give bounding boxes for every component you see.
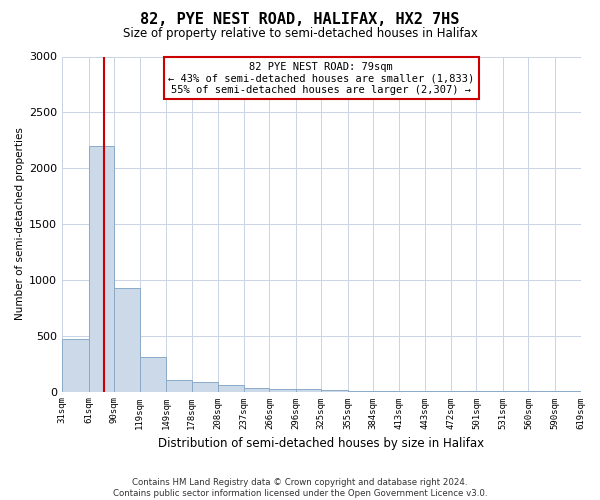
Bar xyxy=(166,380,192,392)
Bar xyxy=(244,388,269,392)
Bar xyxy=(373,391,399,392)
Text: Contains HM Land Registry data © Crown copyright and database right 2024.
Contai: Contains HM Land Registry data © Crown c… xyxy=(113,478,487,498)
Bar xyxy=(192,382,218,392)
Bar xyxy=(218,385,244,392)
Bar xyxy=(89,146,114,392)
Text: 82, PYE NEST ROAD, HALIFAX, HX2 7HS: 82, PYE NEST ROAD, HALIFAX, HX2 7HS xyxy=(140,12,460,28)
Bar xyxy=(62,339,89,392)
Bar xyxy=(140,357,166,392)
Bar xyxy=(269,390,296,392)
Bar xyxy=(322,390,348,392)
Bar xyxy=(114,288,140,392)
X-axis label: Distribution of semi-detached houses by size in Halifax: Distribution of semi-detached houses by … xyxy=(158,437,484,450)
Bar xyxy=(296,390,322,392)
Y-axis label: Number of semi-detached properties: Number of semi-detached properties xyxy=(15,128,25,320)
Text: Size of property relative to semi-detached houses in Halifax: Size of property relative to semi-detach… xyxy=(122,28,478,40)
Bar xyxy=(348,391,373,392)
Text: 82 PYE NEST ROAD: 79sqm
← 43% of semi-detached houses are smaller (1,833)
55% of: 82 PYE NEST ROAD: 79sqm ← 43% of semi-de… xyxy=(168,62,475,94)
